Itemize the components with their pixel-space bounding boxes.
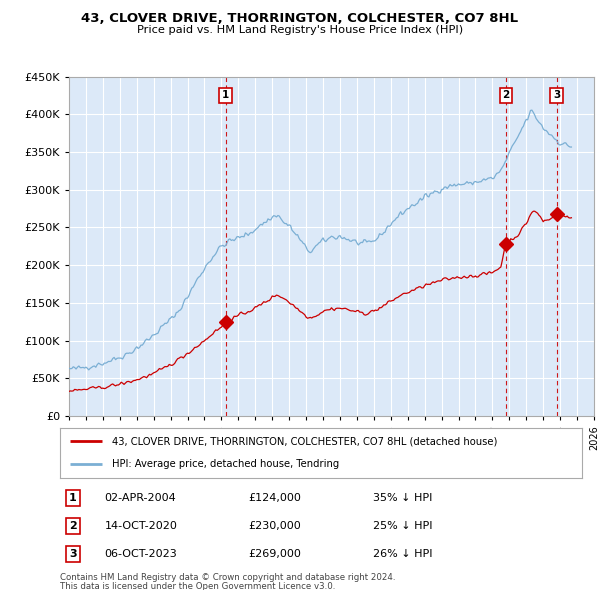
- Text: 25% ↓ HPI: 25% ↓ HPI: [373, 521, 433, 530]
- Text: Price paid vs. HM Land Registry's House Price Index (HPI): Price paid vs. HM Land Registry's House …: [137, 25, 463, 35]
- Text: 43, CLOVER DRIVE, THORRINGTON, COLCHESTER, CO7 8HL (detached house): 43, CLOVER DRIVE, THORRINGTON, COLCHESTE…: [112, 436, 497, 446]
- Text: 43, CLOVER DRIVE, THORRINGTON, COLCHESTER, CO7 8HL: 43, CLOVER DRIVE, THORRINGTON, COLCHESTE…: [82, 12, 518, 25]
- Text: Contains HM Land Registry data © Crown copyright and database right 2024.: Contains HM Land Registry data © Crown c…: [60, 573, 395, 582]
- Text: 2: 2: [502, 90, 509, 100]
- Text: This data is licensed under the Open Government Licence v3.0.: This data is licensed under the Open Gov…: [60, 582, 335, 590]
- Text: 06-OCT-2023: 06-OCT-2023: [104, 549, 177, 559]
- Text: 35% ↓ HPI: 35% ↓ HPI: [373, 493, 433, 503]
- Text: £269,000: £269,000: [248, 549, 301, 559]
- Text: 2: 2: [69, 521, 77, 530]
- Text: 02-APR-2004: 02-APR-2004: [104, 493, 176, 503]
- Text: £124,000: £124,000: [248, 493, 301, 503]
- Text: £230,000: £230,000: [248, 521, 301, 530]
- Text: 3: 3: [553, 90, 560, 100]
- Text: 26% ↓ HPI: 26% ↓ HPI: [373, 549, 433, 559]
- Text: 1: 1: [222, 90, 229, 100]
- Text: 14-OCT-2020: 14-OCT-2020: [104, 521, 177, 530]
- Text: 1: 1: [69, 493, 77, 503]
- Text: HPI: Average price, detached house, Tendring: HPI: Average price, detached house, Tend…: [112, 460, 340, 470]
- Text: 3: 3: [69, 549, 77, 559]
